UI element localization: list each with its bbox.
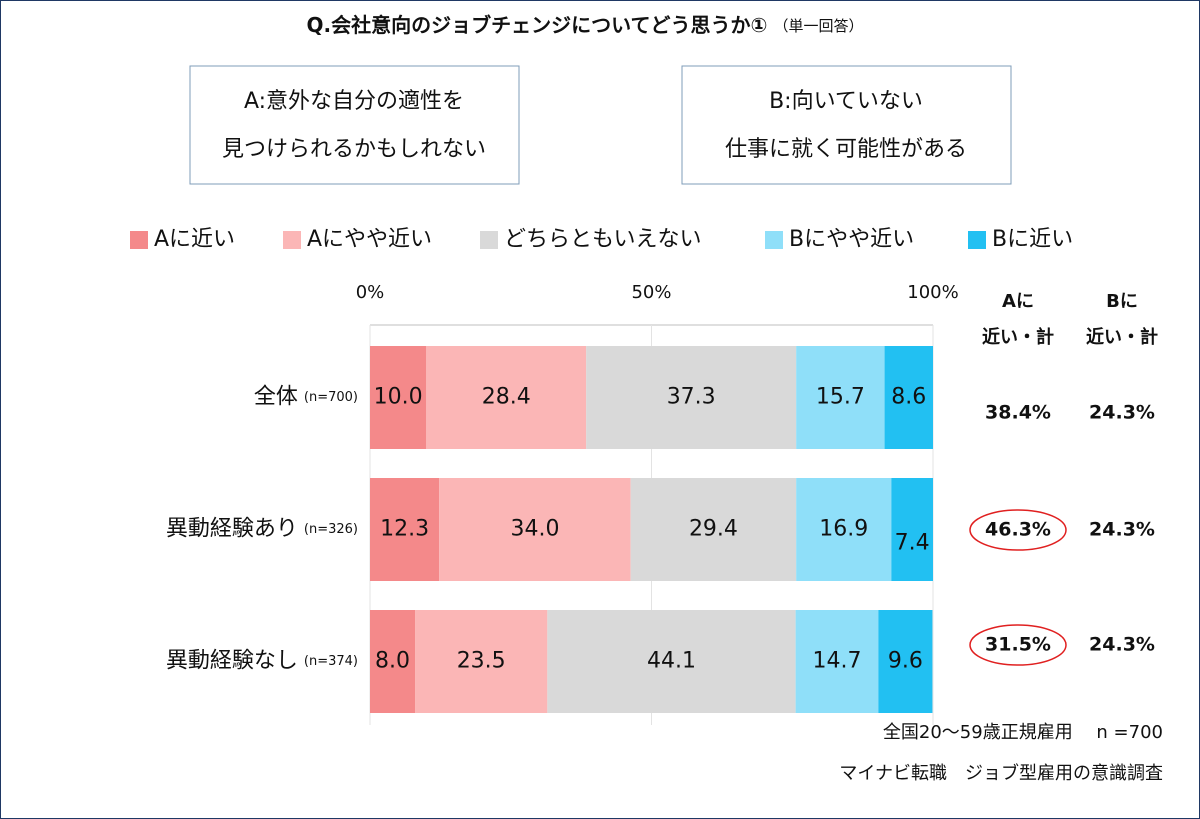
data-label: 28.4 [482,385,531,410]
total-header: 近い・計 [982,326,1054,348]
highlight-circle [969,624,1067,666]
category-label: 異動経験あり [166,517,298,542]
legend-swatch [283,231,301,249]
bar-segment [370,346,427,449]
legend-label: Bにやや近い [789,227,914,252]
data-label: 9.6 [888,649,923,674]
total-header: Aに [1002,291,1034,312]
total-value: 31.5% [985,634,1051,656]
legend-swatch [130,231,148,249]
legend-swatch [765,231,783,249]
legend-swatch [968,231,986,249]
total-value: 46.3% [985,519,1051,541]
sample-size: (n=326) [304,522,358,537]
bar-segment [415,610,548,713]
bar-segment [547,610,796,713]
bar-segment [796,346,885,449]
bar-segment [439,478,631,581]
bar-segment [630,478,797,581]
bar-segment [795,610,879,713]
total-value: 24.3% [1089,402,1155,424]
option-a: A:意外な自分の適性を [244,89,464,114]
data-label: 8.0 [375,649,410,674]
data-label: 34.0 [510,517,559,542]
data-label: 14.7 [813,649,862,674]
data-label: 12.3 [380,517,429,542]
option-b: B:向いていない [769,89,923,114]
option-b-box [681,65,1012,185]
category-label: 異動経験なし [166,649,298,674]
chart-title: Q.会社意向のジョブチェンジについてどう思うか① （単一回答） [307,13,864,37]
data-label: 23.5 [457,649,506,674]
bar-segment [878,610,933,713]
bar-segment [426,346,587,449]
sample-size: (n=374) [304,654,358,669]
highlight-circle [969,509,1067,551]
legend-label: Aに近い [154,227,235,252]
option-a-box [189,65,520,185]
total-value: 24.3% [1089,634,1155,656]
data-label: 10.0 [374,385,423,410]
total-header: Bに [1106,291,1138,312]
option-a: 見つけられるかもしれない [222,137,486,162]
total-header: 近い・計 [1086,326,1158,348]
footnote: 全国20～59歳正規雇用 n =700 [883,722,1163,743]
bar-segment [370,610,416,713]
bar-segment [891,478,933,581]
x-tick-label: 0% [356,282,385,303]
sample-size: (n=700) [304,390,358,405]
bar-segment [370,478,440,581]
legend-label: Aにやや近い [307,227,432,252]
bar-segment [796,478,892,581]
legend-swatch [480,231,498,249]
data-label: 37.3 [667,385,716,410]
data-label: 29.4 [689,517,738,542]
x-tick-label: 50% [631,282,671,303]
total-value: 24.3% [1089,519,1155,541]
data-label: 8.6 [891,385,926,410]
data-label: 44.1 [647,649,696,674]
x-tick-label: 100% [907,282,958,303]
legend-label: Bに近い [992,227,1073,252]
data-label: 15.7 [816,385,865,410]
total-value: 38.4% [985,402,1051,424]
title: Q.会社意向のジョブチェンジについてどう思うか① [307,13,768,37]
legend-label: どちらともいえない [504,227,702,252]
subtitle: （単一回答） [773,17,863,35]
data-label: 16.9 [819,517,868,542]
category-label: 全体 [254,385,298,410]
bar-segment [884,346,933,449]
footnote: マイナビ転職 ジョブ型雇用の意識調査 [839,762,1163,784]
option-b: 仕事に就く可能性がある [725,137,967,162]
data-label: 7.4 [895,531,930,556]
bar-segment [586,346,797,449]
